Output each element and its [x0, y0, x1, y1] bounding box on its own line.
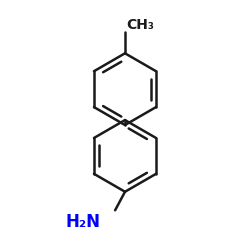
- Text: H₂N: H₂N: [65, 213, 100, 231]
- Text: CH₃: CH₃: [126, 18, 154, 32]
